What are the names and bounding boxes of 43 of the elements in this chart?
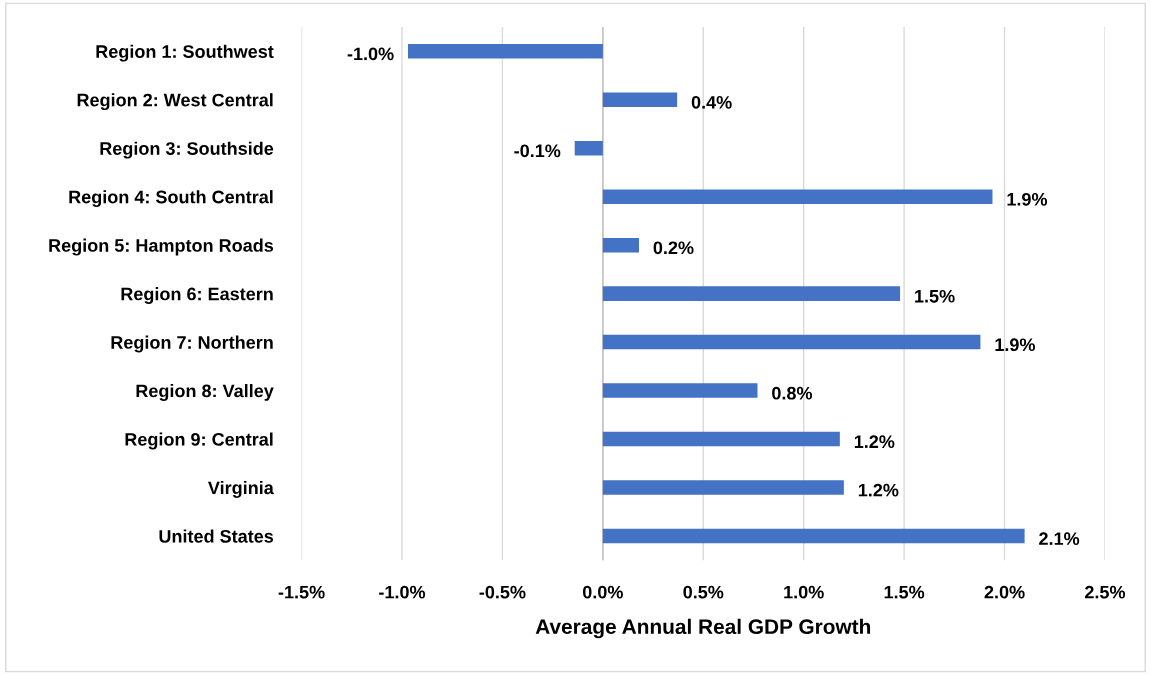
y-tick-label: United States <box>159 529 274 543</box>
x-tick-label: -1.5% <box>278 585 325 599</box>
y-tick-label: Region 1: Southwest <box>96 44 274 62</box>
data-label: 1.2% <box>858 483 899 497</box>
x-tick-label: 2.0% <box>984 585 1025 599</box>
bar <box>602 237 639 253</box>
data-label: 0.4% <box>691 95 732 109</box>
bar <box>602 383 758 398</box>
bar <box>602 92 678 107</box>
y-tick-label: Region 7: Northern <box>111 335 273 353</box>
y-tick-label: Virginia <box>208 480 274 498</box>
x-tick-label: 1.0% <box>784 585 824 599</box>
data-label: 1.5% <box>915 289 955 303</box>
x-tick-label: 0.0% <box>582 585 623 599</box>
bar <box>602 480 844 495</box>
bar <box>602 334 981 350</box>
x-tick-label: -0.5% <box>479 585 526 599</box>
data-label: 1.9% <box>995 338 1035 352</box>
bar <box>574 140 603 156</box>
data-label: -1.0% <box>347 47 394 61</box>
y-tick-label: Region 8: Valley <box>136 384 274 401</box>
bar <box>602 189 993 204</box>
data-label: 0.8% <box>772 386 813 400</box>
data-label: -0.1% <box>514 144 561 158</box>
y-tick-label: Region 9: Central <box>125 432 273 450</box>
bar <box>408 43 603 59</box>
data-label: 1.2% <box>854 435 895 449</box>
y-tick-label: Region 2: West Central <box>77 93 273 111</box>
y-tick-label: Region 3: Southside <box>100 141 274 159</box>
x-tick-label: 0.5% <box>683 585 724 599</box>
y-tick-label: Region 6: Eastern <box>121 287 273 304</box>
data-label: 1.9% <box>1007 192 1048 206</box>
x-tick-label: 1.5% <box>884 585 925 599</box>
bar <box>602 431 840 447</box>
y-tick-label: Region 5: Hampton Roads <box>49 238 274 256</box>
x-tick-label: -1.0% <box>379 585 426 599</box>
data-label: 0.2% <box>653 241 694 255</box>
data-label: 2.1% <box>1039 532 1080 545</box>
x-axis-title: Average Annual Real GDP Growth <box>535 618 871 639</box>
bar <box>602 528 1025 544</box>
x-tick-label: 2.5% <box>1085 585 1126 599</box>
bar <box>602 286 901 301</box>
y-tick-label: Region 4: South Central <box>69 190 273 208</box>
